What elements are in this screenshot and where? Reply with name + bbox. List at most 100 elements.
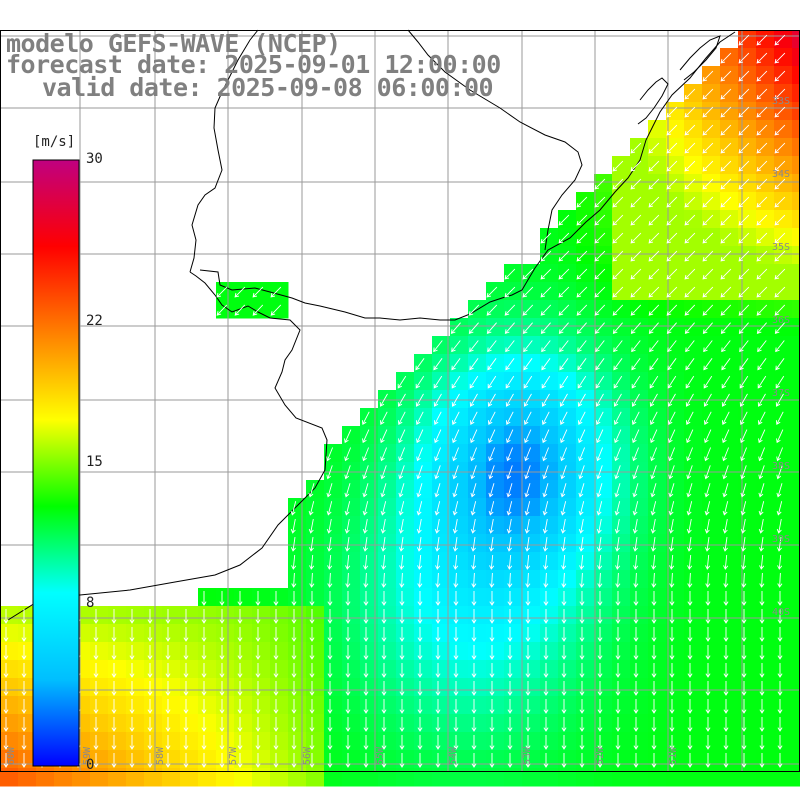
wind-arrow <box>489 609 495 624</box>
wind-arrow <box>183 753 189 768</box>
wind-arrow <box>720 196 732 208</box>
wind-arrow <box>234 304 246 316</box>
wind-arrow <box>559 358 569 371</box>
wind-cell <box>450 498 469 517</box>
wind-arrow <box>507 591 513 606</box>
wind-arrow <box>684 142 696 154</box>
wind-arrow <box>666 160 678 172</box>
wind-cell <box>648 480 667 499</box>
wind-cell <box>504 570 523 589</box>
wind-arrow <box>738 178 750 190</box>
wind-cell <box>270 642 289 661</box>
wind-cell <box>558 516 577 535</box>
wind-arrow <box>399 591 405 606</box>
wind-cell <box>648 408 667 427</box>
wind-cell <box>360 498 379 517</box>
wind-cell <box>324 462 343 481</box>
wind-cell <box>162 714 181 733</box>
wind-arrow <box>470 483 477 498</box>
wind-cell <box>468 678 487 697</box>
wind-arrow <box>147 735 153 750</box>
wind-arrow <box>507 663 513 678</box>
wind-arrow <box>738 304 750 316</box>
wind-arrow <box>705 681 711 696</box>
wind-arrow <box>685 375 695 389</box>
wind-cell <box>774 444 793 463</box>
wind-arrow <box>576 268 588 280</box>
wind-arrow <box>633 645 639 660</box>
wind-arrow <box>705 753 711 768</box>
wind-cell <box>684 354 703 373</box>
wind-arrow <box>774 106 786 118</box>
wind-cell <box>144 714 163 733</box>
wind-arrow <box>417 609 423 624</box>
wind-arrow <box>740 447 748 462</box>
wind-cell <box>414 642 433 661</box>
wind-cell <box>612 210 631 229</box>
wind-cell <box>432 696 451 715</box>
wind-arrow <box>668 537 674 552</box>
wind-cell <box>324 732 343 751</box>
wind-arrow <box>255 645 261 660</box>
wind-cell <box>216 732 235 751</box>
wind-arrow <box>471 717 477 732</box>
wind-arrow <box>543 609 549 624</box>
wind-cell <box>756 642 775 661</box>
wind-cell <box>270 732 289 751</box>
wind-cell <box>486 336 505 355</box>
wind-cell <box>666 138 685 157</box>
wind-arrow <box>451 340 461 353</box>
wind-arrow <box>705 591 711 606</box>
wind-cell <box>216 588 235 607</box>
wind-cell <box>702 372 721 391</box>
wind-cell <box>0 606 19 625</box>
wind-arrow <box>595 340 605 353</box>
wind-cell <box>702 480 721 499</box>
wind-arrow <box>237 681 243 696</box>
wind-arrow <box>399 554 405 570</box>
wind-cell <box>648 750 667 769</box>
wind-cell <box>324 516 343 535</box>
wind-cell <box>792 534 800 553</box>
wind-cell <box>666 732 685 751</box>
wind-cell <box>288 624 307 643</box>
wind-cell <box>468 444 487 463</box>
wind-arrow <box>774 196 786 208</box>
wind-arrow <box>615 645 621 660</box>
wind-cell <box>666 570 685 589</box>
wind-arrow <box>290 483 297 498</box>
wind-arrow <box>525 663 531 678</box>
model-title: modelo GEFS-WAVE (NCEP) <box>6 29 341 58</box>
wind-cell <box>198 678 217 697</box>
wind-arrow <box>756 304 768 316</box>
colorbar-tick-label: 0 <box>86 757 95 773</box>
wind-cell <box>432 354 451 373</box>
wind-cell <box>252 696 271 715</box>
wind-cell <box>414 768 433 787</box>
wind-cell <box>720 588 739 607</box>
wind-cell <box>558 552 577 571</box>
wind-cell <box>666 408 685 427</box>
wind-cell <box>594 498 613 517</box>
wind-cell <box>792 696 800 715</box>
wind-arrow <box>560 537 566 552</box>
wind-arrow <box>489 663 495 678</box>
wind-arrow <box>756 214 768 226</box>
wind-cell <box>522 606 541 625</box>
wind-cell <box>792 732 800 751</box>
wind-arrow <box>219 591 225 606</box>
wind-cell <box>558 570 577 589</box>
wind-arrow <box>739 411 748 425</box>
wind-arrow <box>450 322 461 334</box>
wind-cell <box>702 120 721 139</box>
wind-arrow <box>741 627 747 642</box>
wind-arrow <box>560 447 568 462</box>
lon-label: 57W <box>228 746 239 765</box>
wind-arrow <box>578 537 584 552</box>
wind-arrow <box>399 645 405 660</box>
wind-arrow <box>558 304 570 316</box>
wind-cell <box>558 480 577 499</box>
wind-arrow <box>453 627 459 642</box>
wind-cell <box>684 534 703 553</box>
